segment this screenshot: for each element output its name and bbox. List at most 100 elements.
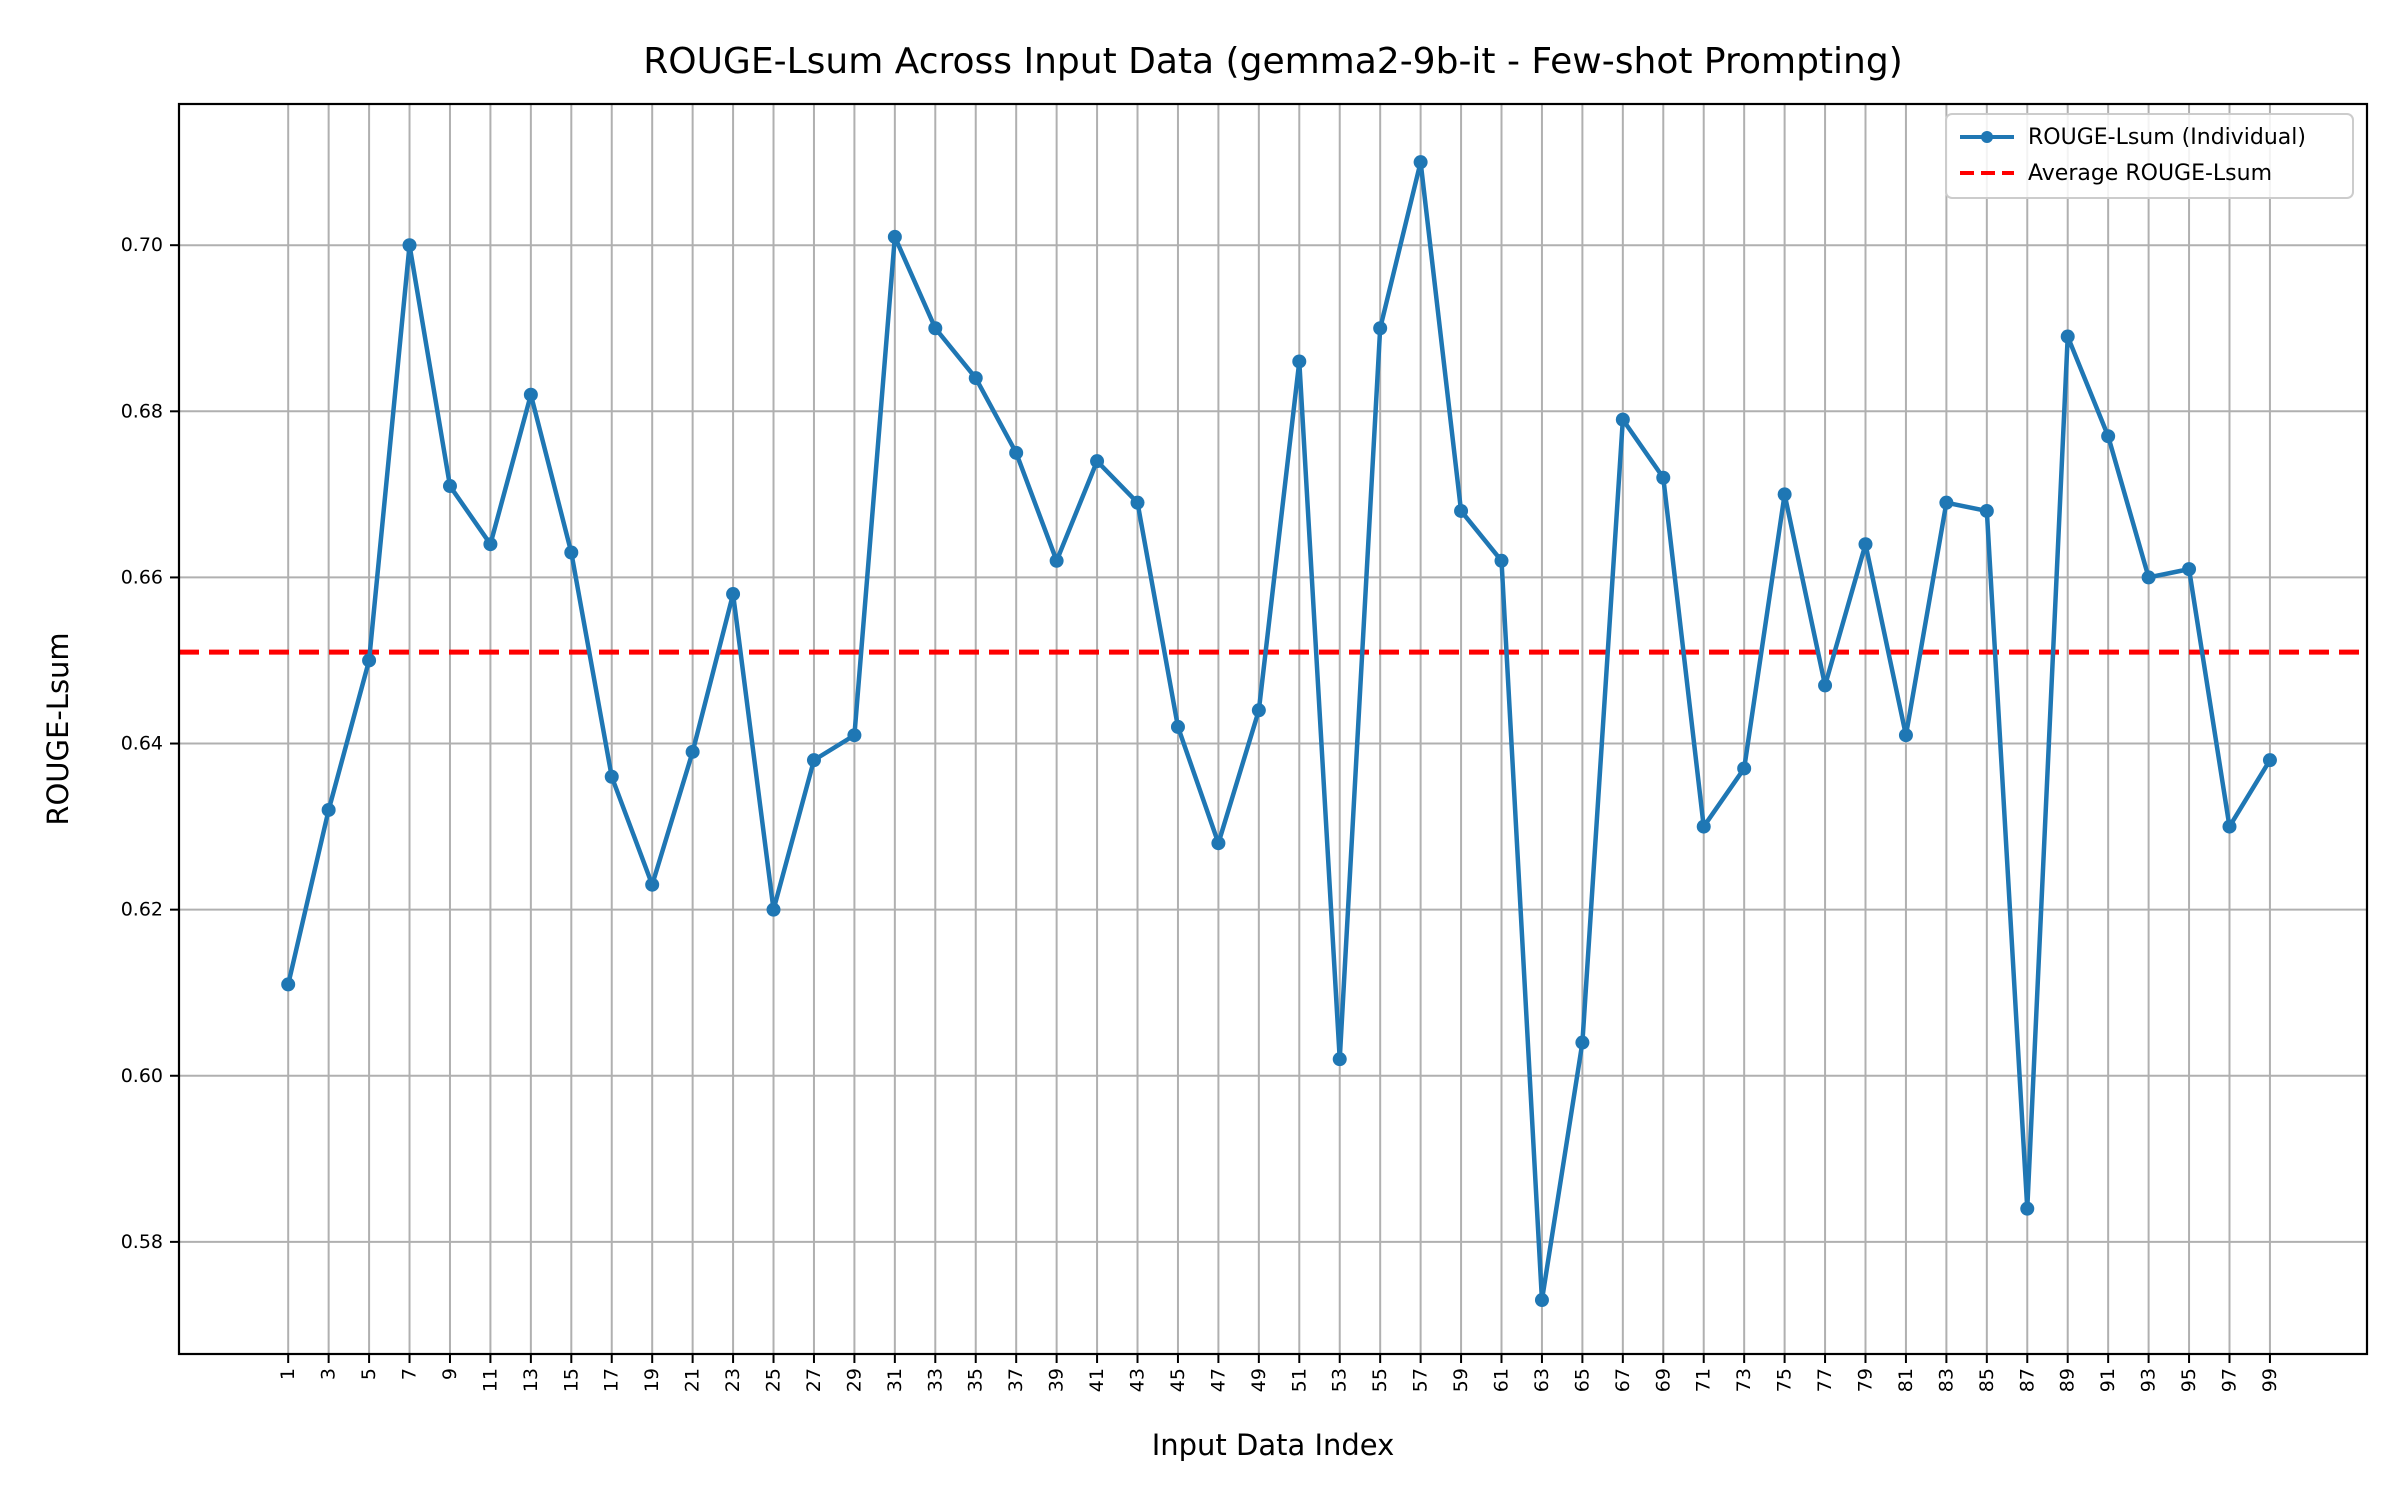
data-point xyxy=(2182,562,2197,577)
x-tick-label: 21 xyxy=(682,1368,704,1392)
x-tick-label: 65 xyxy=(1571,1368,1593,1392)
x-tick-label: 49 xyxy=(1248,1368,1270,1392)
data-point xyxy=(1534,1293,1549,1308)
data-point xyxy=(1696,819,1711,834)
y-tick-label: 0.64 xyxy=(121,733,163,755)
x-tick-label: 15 xyxy=(560,1368,582,1392)
x-tick-label: 91 xyxy=(2097,1368,2119,1392)
x-tick-label: 27 xyxy=(803,1368,825,1392)
data-point xyxy=(2020,1201,2035,1216)
x-tick-label: 1 xyxy=(277,1368,299,1380)
x-tick-label: 81 xyxy=(1895,1368,1917,1392)
data-point xyxy=(2101,429,2116,444)
x-tick-label: 29 xyxy=(843,1368,865,1392)
x-tick-label: 83 xyxy=(1935,1368,1957,1392)
x-tick-label: 75 xyxy=(1774,1368,1796,1392)
y-tick-label: 0.58 xyxy=(121,1231,163,1253)
data-point xyxy=(1251,703,1266,718)
data-point xyxy=(362,653,377,668)
x-tick-label: 35 xyxy=(965,1368,987,1392)
data-point xyxy=(1090,454,1105,469)
data-point xyxy=(1575,1035,1590,1050)
x-tick-label: 23 xyxy=(722,1368,744,1392)
x-tick-label: 13 xyxy=(520,1368,542,1392)
data-point xyxy=(604,769,619,784)
x-tick-label: 33 xyxy=(924,1368,946,1392)
data-point xyxy=(564,545,579,560)
legend: ROUGE-Lsum (Individual) Average ROUGE-Ls… xyxy=(1945,113,2354,199)
data-point xyxy=(1049,553,1064,568)
x-tick-label: 3 xyxy=(318,1368,340,1380)
y-axis: 0.58 0.60 0.62 0.64 0.66 0.68 0.70 xyxy=(121,234,179,1253)
x-tick-label: 89 xyxy=(2057,1368,2079,1392)
x-tick-label: 97 xyxy=(2218,1368,2240,1392)
x-tick-label: 73 xyxy=(1733,1368,1755,1392)
data-point xyxy=(2060,329,2075,344)
plot-frame xyxy=(177,102,2369,1356)
x-tick-label: 77 xyxy=(1814,1368,1836,1392)
x-tick-label: 71 xyxy=(1693,1368,1715,1392)
x-axis-label: Input Data Index xyxy=(1152,1428,1395,1462)
data-point xyxy=(2262,753,2277,768)
x-tick-label: 95 xyxy=(2178,1368,2200,1392)
x-tick-label: 37 xyxy=(1005,1368,1027,1392)
data-point xyxy=(1454,503,1469,518)
data-point xyxy=(1332,1052,1347,1067)
data-point xyxy=(726,587,741,602)
data-point xyxy=(645,877,660,892)
data-point xyxy=(1615,412,1630,427)
legend-label-average: Average ROUGE-Lsum xyxy=(2028,161,2272,186)
x-tick-label: 7 xyxy=(399,1368,421,1380)
data-point xyxy=(928,321,943,336)
data-point xyxy=(442,479,457,494)
data-point xyxy=(1858,537,1873,552)
series-line xyxy=(286,159,2272,1303)
data-point xyxy=(766,902,781,917)
data-point xyxy=(685,744,700,759)
x-tick-label: 11 xyxy=(479,1368,501,1392)
x-tick-label: 31 xyxy=(884,1368,906,1392)
data-point xyxy=(1818,678,1833,693)
data-point xyxy=(806,753,821,768)
data-point xyxy=(1494,553,1509,568)
data-point xyxy=(968,371,983,386)
data-point xyxy=(1777,487,1792,502)
x-tick-label: 67 xyxy=(1612,1368,1634,1392)
data-point xyxy=(1979,503,1994,518)
data-point xyxy=(1292,354,1307,369)
x-tick-label: 85 xyxy=(1976,1368,1998,1392)
data-point xyxy=(281,977,296,992)
data-point xyxy=(1170,719,1185,734)
x-tick-label: 57 xyxy=(1410,1368,1432,1392)
y-axis-label: ROUGE-Lsum xyxy=(41,632,75,825)
data-point xyxy=(321,802,336,817)
data-point xyxy=(2222,819,2237,834)
x-tick-label: 53 xyxy=(1329,1368,1351,1392)
data-point xyxy=(1413,155,1428,170)
data-point xyxy=(523,387,538,402)
x-tick-label: 55 xyxy=(1369,1368,1391,1392)
data-point xyxy=(1939,495,1954,510)
legend-marker-individual xyxy=(1981,131,1993,143)
data-point xyxy=(1737,761,1752,776)
data-point xyxy=(1898,728,1913,743)
x-tick-label: 79 xyxy=(1854,1368,1876,1392)
x-tick-label: 25 xyxy=(763,1368,785,1392)
x-tick-label: 45 xyxy=(1167,1368,1189,1392)
y-tick-label: 0.60 xyxy=(121,1065,163,1087)
data-point xyxy=(887,229,902,244)
y-tick-label: 0.62 xyxy=(121,899,163,921)
data-point xyxy=(847,728,862,743)
x-tick-label: 43 xyxy=(1127,1368,1149,1392)
data-point xyxy=(1009,445,1024,460)
x-tick-label: 99 xyxy=(2259,1368,2281,1392)
data-point xyxy=(1656,470,1671,485)
legend-label-individual: ROUGE-Lsum (Individual) xyxy=(2028,125,2306,150)
x-tick-label: 17 xyxy=(601,1368,623,1392)
x-tick-label: 39 xyxy=(1046,1368,1068,1392)
x-tick-label: 69 xyxy=(1652,1368,1674,1392)
data-point xyxy=(402,238,417,253)
y-tick-label: 0.68 xyxy=(121,400,163,422)
